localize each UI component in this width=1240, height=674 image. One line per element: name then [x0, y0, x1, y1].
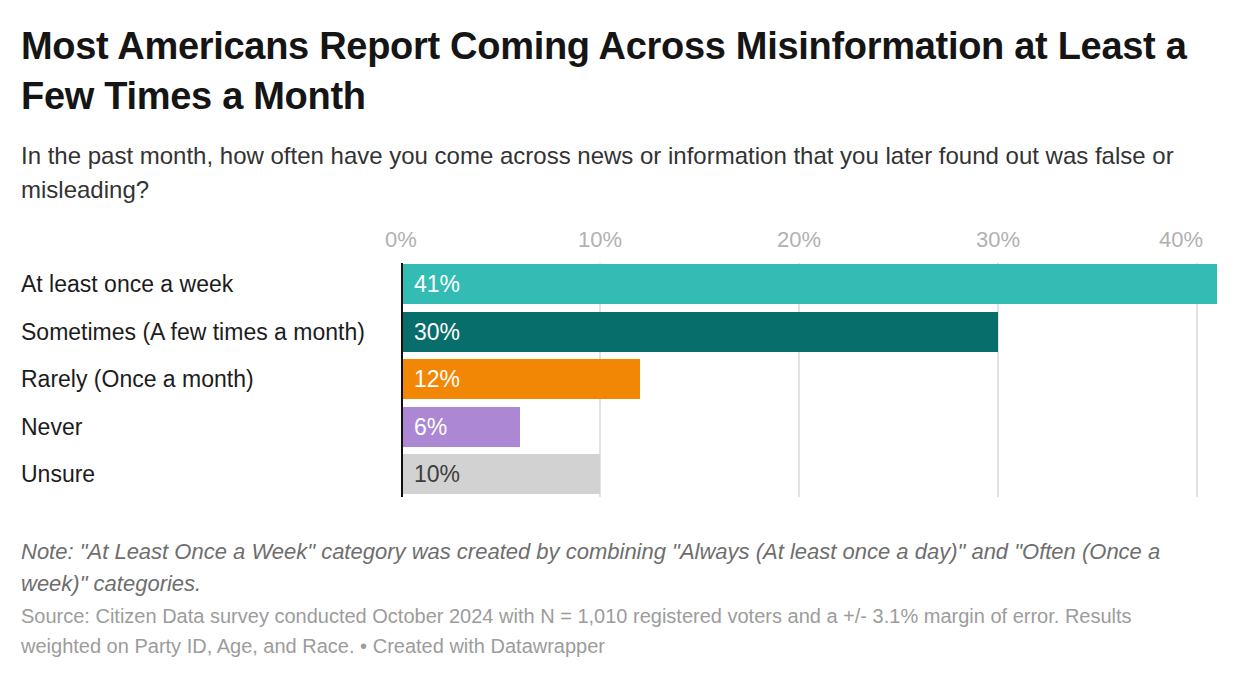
- category-label: Rarely (Once a month): [21, 359, 254, 399]
- bar: 41%: [401, 264, 1217, 304]
- bar: 12%: [401, 359, 640, 399]
- source-line: Source: Citizen Data survey conducted Oc…: [21, 601, 1199, 661]
- category-label: Unsure: [21, 454, 95, 494]
- datawrapper-credit-link[interactable]: Created with Datawrapper: [373, 635, 605, 657]
- separator-dot: •: [360, 635, 367, 657]
- bar-value-label: 12%: [401, 359, 640, 399]
- bar: 6%: [401, 407, 520, 447]
- category-label: At least once a week: [21, 264, 233, 304]
- y-axis-line: [401, 263, 403, 497]
- x-tick-label: 10%: [578, 226, 622, 254]
- bar: 10%: [401, 454, 600, 494]
- bar-value-label: 10%: [401, 454, 600, 494]
- chart-title: Most Americans Report Coming Across Misi…: [21, 21, 1201, 121]
- chart-description: In the past month, how often have you co…: [21, 139, 1219, 207]
- bar-value-label: 30%: [401, 312, 998, 352]
- x-tick-label: 30%: [976, 226, 1020, 254]
- category-label-column: At least once a week Sometimes (A few tim…: [0, 263, 400, 497]
- x-tick-label: 40%: [1159, 226, 1203, 254]
- x-tick-label: 0%: [385, 226, 417, 254]
- bar-value-label: 6%: [401, 407, 520, 447]
- plot-area: 41% 30% 12% 6% 10%: [401, 263, 1217, 497]
- chart-note: Note: "At Least Once a Week" category wa…: [21, 536, 1226, 600]
- category-label: Sometimes (A few times a month): [21, 312, 365, 352]
- bar: 30%: [401, 312, 998, 352]
- x-axis: 0% 10% 20% 30% 40%: [0, 226, 1240, 254]
- x-tick-label: 20%: [777, 226, 821, 254]
- chart-container: Most Americans Report Coming Across Misi…: [0, 0, 1240, 674]
- bar-value-label: 41%: [401, 264, 1217, 304]
- category-label: Never: [21, 407, 82, 447]
